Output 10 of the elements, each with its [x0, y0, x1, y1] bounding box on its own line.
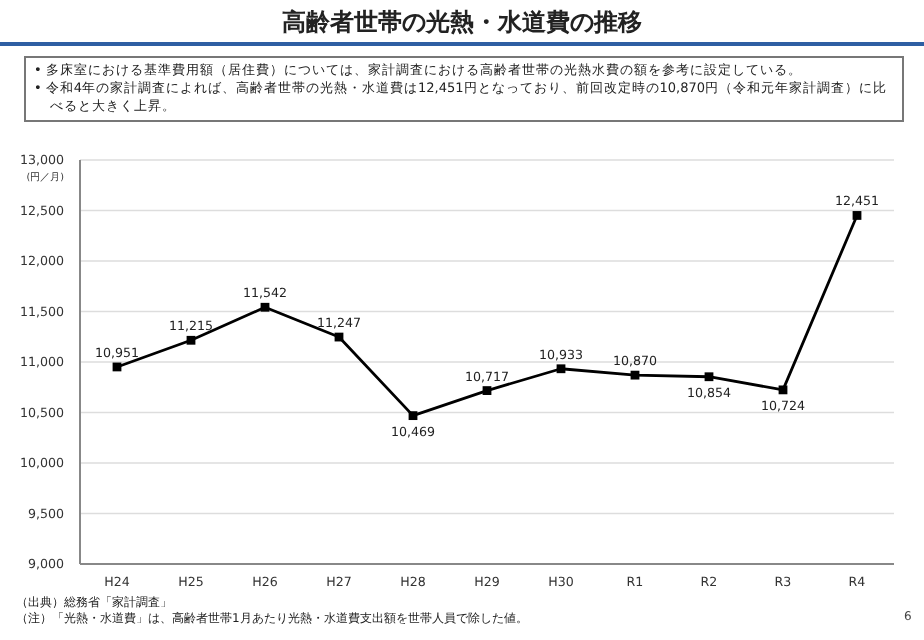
point — [556, 364, 566, 374]
point — [778, 385, 788, 395]
point — [186, 335, 196, 345]
point — [260, 302, 270, 312]
point — [630, 370, 640, 380]
point — [408, 411, 418, 421]
point — [852, 211, 862, 220]
point — [704, 372, 714, 382]
point — [482, 386, 492, 395]
chart-title: 高齢者世帯の光熱・水道費の推移 — [280, 6, 644, 40]
